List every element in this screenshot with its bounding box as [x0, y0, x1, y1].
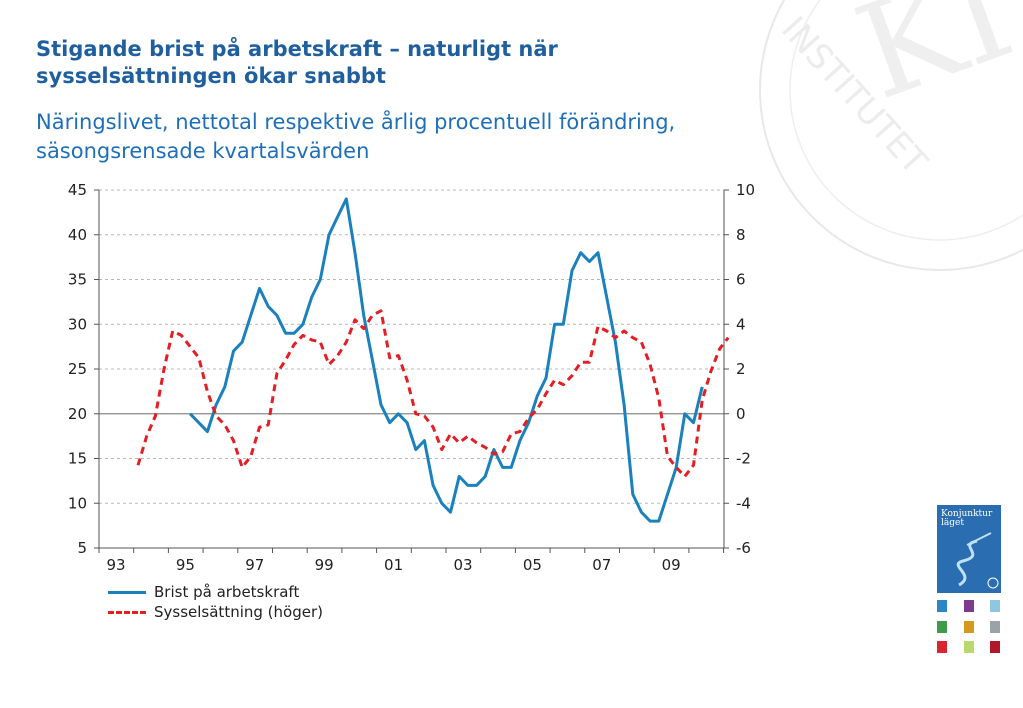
chart-subtitle: Näringslivet, nettotal respektive årlig …: [36, 110, 676, 163]
y-left-tick-label: 40: [68, 226, 87, 244]
thumb-icon: [990, 600, 1000, 612]
y-right-tick-label: -4: [736, 494, 751, 512]
y-left-tick-label: 15: [68, 450, 87, 468]
y-left-tick-label: 35: [68, 271, 87, 289]
axes: [94, 189, 729, 553]
thumb-icon: [964, 641, 974, 653]
y-right-tick-label: -6: [736, 539, 751, 557]
legend-label-syssel: Sysselsättning (höger): [154, 603, 323, 621]
series-line-brist: [189, 197, 704, 523]
legend-label-brist: Brist på arbetskraft: [154, 583, 300, 601]
x-tick-label: 01: [384, 556, 403, 574]
x-tick-label: 99: [315, 556, 334, 574]
y-right-tick-label: 8: [736, 226, 746, 244]
chart-title: Stigande brist på arbetskraft – naturlig…: [36, 37, 558, 88]
thumb-icon: [964, 621, 974, 633]
thumb-icon: [937, 641, 947, 653]
x-tick-label: 07: [592, 556, 611, 574]
x-tick-label: 93: [106, 556, 125, 574]
y-left-tick-label: 45: [68, 181, 87, 199]
series-lines: [136, 197, 730, 523]
x-tick-label: 95: [176, 556, 195, 574]
y-right-tick-label: 6: [736, 271, 746, 289]
legend-line-syssel: [108, 610, 146, 614]
y-right-tick-label: 0: [736, 405, 746, 423]
series-line-syssel: [136, 309, 730, 478]
legend-item-syssel: Sysselsättning (höger): [108, 602, 323, 622]
y-left-tick-label: 30: [68, 315, 87, 333]
logo-text-line2: läget: [941, 518, 964, 528]
thumb-icon: [990, 621, 1000, 633]
y-left-tick-label: 10: [68, 494, 87, 512]
thumb-icon: [937, 600, 947, 612]
thumb-icon: [964, 600, 974, 612]
y-right-tick-label: 4: [736, 315, 746, 333]
y-left-tick-label: 5: [77, 539, 87, 557]
y-left-tick-label: 25: [68, 360, 87, 378]
tick-labels: 5 10 15 20 25 30 35 40 45 -6 -4 -2 0 2 4 6 8 10 93 95 97 99 01…: [68, 181, 755, 574]
legend: Brist på arbetskraft Sysselsättning (hög…: [108, 582, 323, 622]
y-left-tick-label: 20: [68, 405, 87, 423]
x-tick-label: 03: [453, 556, 472, 574]
x-tick-label: 05: [523, 556, 542, 574]
logo-text-line1: Konjunktur: [941, 509, 993, 519]
konjunkturlaget-logo: Konjunktur läget: [937, 505, 1001, 593]
ki-watermark: KI INSTITUTET: [759, 0, 1023, 271]
y-right-tick-label: -2: [736, 450, 751, 468]
y-right-tick-label: 2: [736, 360, 746, 378]
x-tick-label: 09: [662, 556, 681, 574]
legend-line-brist: [108, 590, 146, 594]
grid-lines: [99, 189, 724, 504]
thumb-icon: [990, 641, 1000, 653]
x-tick-label: 97: [245, 556, 264, 574]
thumb-icon: [937, 621, 947, 633]
legend-item-brist: Brist på arbetskraft: [108, 582, 323, 602]
logo-text: Konjunktur läget: [941, 510, 992, 528]
y-right-tick-label: 10: [736, 181, 755, 199]
logo-swirl-icon: [956, 532, 999, 589]
